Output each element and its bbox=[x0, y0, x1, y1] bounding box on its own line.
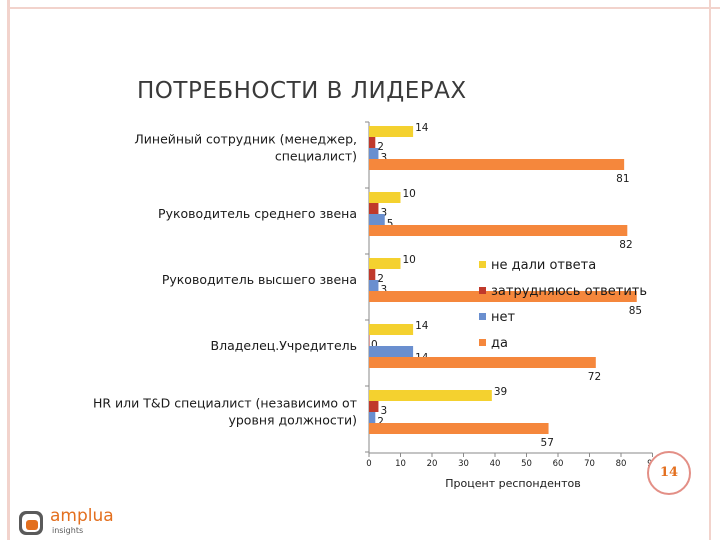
data-label: 2 bbox=[377, 416, 384, 428]
bar-hard-to-say bbox=[369, 335, 370, 346]
x-tick-label: 10 bbox=[395, 459, 406, 469]
data-label: 2 bbox=[377, 273, 384, 285]
bar-no bbox=[369, 280, 379, 291]
bar-no-answer bbox=[369, 192, 401, 203]
legend-swatch bbox=[479, 261, 486, 268]
data-label: 81 bbox=[616, 173, 629, 185]
bar-no bbox=[369, 346, 414, 357]
bar-no-answer bbox=[369, 126, 414, 137]
category-label: Руководитель высшего звена bbox=[162, 272, 357, 287]
data-label: 72 bbox=[588, 371, 601, 383]
data-label: 39 bbox=[494, 386, 507, 398]
bar-yes bbox=[369, 423, 549, 434]
bar-no bbox=[369, 412, 376, 423]
legend-entry: да bbox=[491, 336, 508, 351]
x-tick-label: 80 bbox=[616, 459, 627, 469]
x-tick-label: 50 bbox=[521, 459, 532, 469]
bar-no bbox=[369, 148, 379, 159]
bar-no-answer bbox=[369, 390, 492, 401]
data-label: 57 bbox=[541, 437, 554, 449]
category-label: HR или T&D специалист (независимо от bbox=[93, 396, 357, 411]
frame-left-border bbox=[7, 0, 10, 540]
data-label: 85 bbox=[629, 305, 642, 317]
data-label: 0 bbox=[371, 339, 378, 351]
bar-hard-to-say bbox=[369, 401, 379, 412]
data-label: 3 bbox=[380, 405, 387, 417]
data-label: 3 bbox=[380, 284, 387, 296]
legend-entry: затрудняюсь ответить bbox=[491, 284, 647, 299]
slide-title: ПОТРЕБНОСТИ В ЛИДЕРАХ bbox=[137, 78, 467, 104]
category-label: специалист) bbox=[275, 149, 357, 164]
bar-yes bbox=[369, 357, 596, 368]
x-tick-label: 60 bbox=[553, 459, 564, 469]
bar-hard-to-say bbox=[369, 269, 376, 280]
bar-yes bbox=[369, 225, 628, 236]
x-tick-label: 40 bbox=[490, 459, 501, 469]
bar-hard-to-say bbox=[369, 203, 379, 214]
category-label: Линейный сотрудник (менеджер, bbox=[134, 132, 357, 147]
amplua-logo-icon bbox=[19, 511, 43, 535]
bar-hard-to-say bbox=[369, 137, 376, 148]
logo-subtitle: insights bbox=[52, 526, 84, 535]
x-tick-label: 20 bbox=[427, 459, 438, 469]
bar-no bbox=[369, 214, 385, 225]
legend-entry: не дали ответа bbox=[491, 258, 596, 273]
x-tick-label: 0 bbox=[366, 459, 371, 469]
page-number-badge: 14 bbox=[647, 451, 691, 495]
bar-no-answer bbox=[369, 258, 401, 269]
data-label: 14 bbox=[415, 320, 429, 332]
frame-top-border bbox=[7, 7, 720, 9]
x-axis-label: Процент респондентов bbox=[445, 477, 580, 490]
data-label: 14 bbox=[415, 122, 429, 134]
data-label: 2 bbox=[377, 141, 384, 153]
bar-yes bbox=[369, 159, 625, 170]
x-tick-label: 30 bbox=[458, 459, 469, 469]
legend-swatch bbox=[479, 313, 486, 320]
category-label: Владелец.Учредитель bbox=[211, 338, 357, 353]
legend-swatch bbox=[479, 339, 486, 346]
data-label: 10 bbox=[403, 254, 416, 266]
legend-swatch bbox=[479, 287, 486, 294]
legend-entry: нет bbox=[491, 310, 515, 325]
category-label: уровня должности) bbox=[228, 413, 357, 428]
data-label: 82 bbox=[619, 239, 632, 251]
amplua-logo: amplua insights bbox=[18, 506, 158, 538]
category-label: Руководитель среднего звена bbox=[158, 206, 357, 221]
bar-no-answer bbox=[369, 324, 414, 335]
bar-yes bbox=[369, 291, 637, 302]
data-label: 5 bbox=[387, 218, 394, 230]
data-label: 3 bbox=[380, 207, 387, 219]
x-tick-label: 70 bbox=[584, 459, 595, 469]
logo-name: amplua bbox=[50, 506, 114, 526]
data-label: 10 bbox=[403, 188, 416, 200]
data-label: 3 bbox=[380, 152, 387, 164]
frame-right-border bbox=[709, 0, 711, 540]
